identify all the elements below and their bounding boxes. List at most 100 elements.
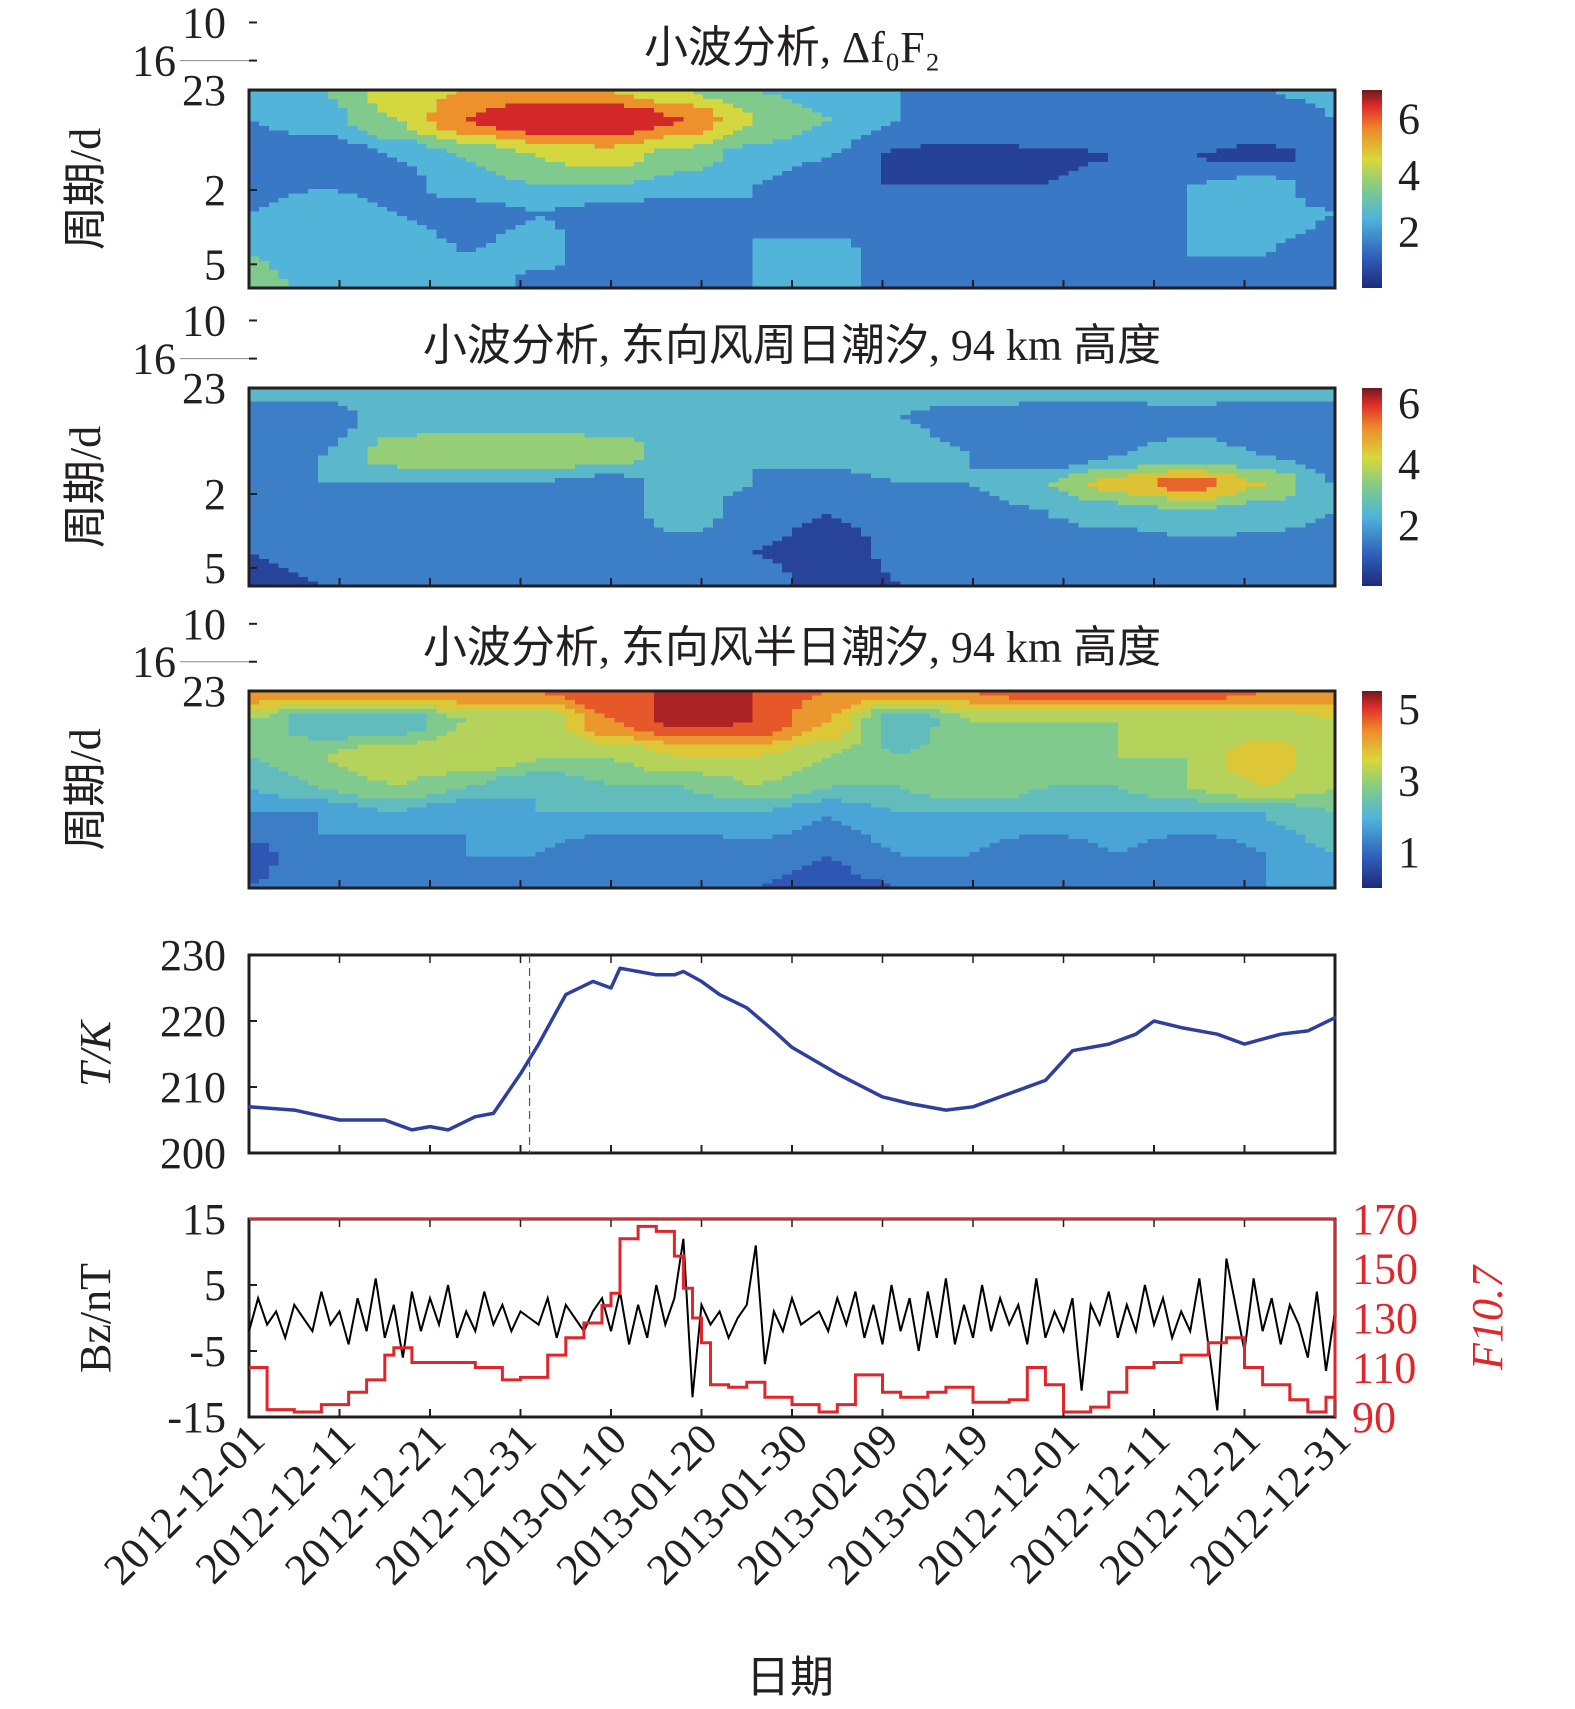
heatmap-cell <box>831 153 842 159</box>
heatmap-cell <box>811 135 823 141</box>
heatmap-cell <box>337 189 349 195</box>
heatmap-cell <box>1009 247 1020 253</box>
heatmap-cell <box>1137 283 1149 289</box>
heatmap-cell <box>268 184 280 190</box>
heatmap-cell <box>258 112 270 118</box>
heatmap-cell <box>1137 220 1149 226</box>
heatmap-cell <box>1157 94 1168 100</box>
heatmap-cell <box>663 126 675 132</box>
heatmap-cell <box>1088 247 1099 253</box>
heatmap-cell <box>811 153 823 159</box>
heatmap-cell <box>673 220 684 226</box>
heatmap-cell <box>673 148 684 154</box>
heatmap-cell <box>1028 153 1040 159</box>
heatmap-cell <box>416 126 428 132</box>
heatmap-cell <box>1107 211 1119 217</box>
heatmap-cell <box>397 184 408 190</box>
heatmap-cell <box>1256 130 1267 136</box>
heatmap-cell <box>525 121 536 127</box>
heatmap-cell <box>673 99 684 105</box>
heatmap-cell <box>653 130 665 136</box>
heatmap-cell <box>288 148 299 154</box>
heatmap-cell <box>940 99 951 105</box>
heatmap-cell <box>959 220 971 226</box>
heatmap-cell <box>841 247 852 253</box>
heatmap-cell <box>1305 198 1316 204</box>
heatmap-cell <box>1068 283 1079 289</box>
heatmap-cell <box>772 261 783 267</box>
heatmap-cell <box>1137 184 1149 190</box>
heatmap-cell <box>772 388 783 394</box>
heatmap-cell <box>1058 198 1070 204</box>
heatmap-cell <box>377 180 388 186</box>
heatmap-cell <box>337 148 349 154</box>
heatmap-cell <box>801 153 813 159</box>
heatmap-cell <box>377 157 388 163</box>
heatmap-cell <box>1236 99 1247 105</box>
heatmap-cell <box>406 238 418 244</box>
heatmap-cell <box>940 175 951 181</box>
heatmap-cell <box>1216 202 1227 208</box>
heatmap-cell <box>416 193 428 199</box>
heatmap-cell <box>545 207 556 213</box>
heatmap-cell <box>594 153 606 159</box>
heatmap-cell <box>653 211 665 217</box>
heatmap-cell <box>308 279 319 285</box>
heatmap-cell <box>870 130 882 136</box>
heatmap-cell <box>762 162 773 168</box>
heatmap-cell <box>811 225 823 231</box>
heatmap-cell <box>594 247 606 253</box>
heatmap-cell <box>436 180 448 186</box>
heatmap-cell <box>555 166 566 172</box>
heatmap-cell <box>693 130 704 136</box>
heatmap-cell <box>1226 216 1237 222</box>
heatmap-cell <box>387 216 398 222</box>
heatmap-cell <box>811 90 823 96</box>
heatmap-cell <box>1275 171 1287 177</box>
heatmap-cell <box>1117 157 1129 163</box>
heatmap-cell <box>515 270 527 276</box>
heatmap-cell <box>1177 211 1188 217</box>
heatmap-cell <box>426 265 438 271</box>
heatmap-cell <box>1028 216 1040 222</box>
heatmap-cell <box>1009 90 1020 96</box>
heatmap-cell <box>673 135 684 141</box>
heatmap-cell <box>910 261 921 267</box>
heatmap-cell <box>327 193 339 199</box>
heatmap-cell <box>732 166 744 172</box>
heatmap-cell <box>1048 252 1060 258</box>
heatmap-cell <box>722 130 734 136</box>
heatmap-cell <box>1256 202 1267 208</box>
heatmap-cell <box>713 184 724 190</box>
heatmap-cell <box>831 126 842 132</box>
heatmap-cell <box>792 189 803 195</box>
heatmap-cell <box>485 139 497 145</box>
heatmap-cell <box>288 392 299 398</box>
heatmap-cell <box>811 126 823 132</box>
heatmap-cell <box>752 216 763 222</box>
heatmap-cell <box>308 157 319 163</box>
heatmap-cell <box>505 148 517 154</box>
heatmap-cell <box>762 99 773 105</box>
heatmap-cell <box>1078 153 1089 159</box>
heatmap-cell <box>347 135 359 141</box>
heatmap-cell <box>930 270 941 276</box>
heatmap-cell <box>1315 153 1326 159</box>
heatmap-cell <box>732 144 744 150</box>
heatmap-cell <box>1246 202 1257 208</box>
heatmap-cell <box>979 193 991 199</box>
heatmap-cell <box>288 126 299 132</box>
heatmap-cell <box>732 99 744 105</box>
heatmap-cell <box>801 135 813 141</box>
heatmap-cell <box>1216 229 1227 235</box>
heatmap-cell <box>406 265 418 271</box>
heatmap-cell <box>801 256 813 262</box>
heatmap-cell <box>890 202 902 208</box>
heatmap-cell <box>1157 252 1168 258</box>
heatmap-cell <box>1196 388 1208 394</box>
heatmap-cell <box>249 229 260 235</box>
heatmap-cell <box>624 130 635 136</box>
heatmap-cell <box>821 99 833 105</box>
heatmap-cell <box>1019 229 1030 235</box>
heatmap-cell <box>367 157 378 163</box>
